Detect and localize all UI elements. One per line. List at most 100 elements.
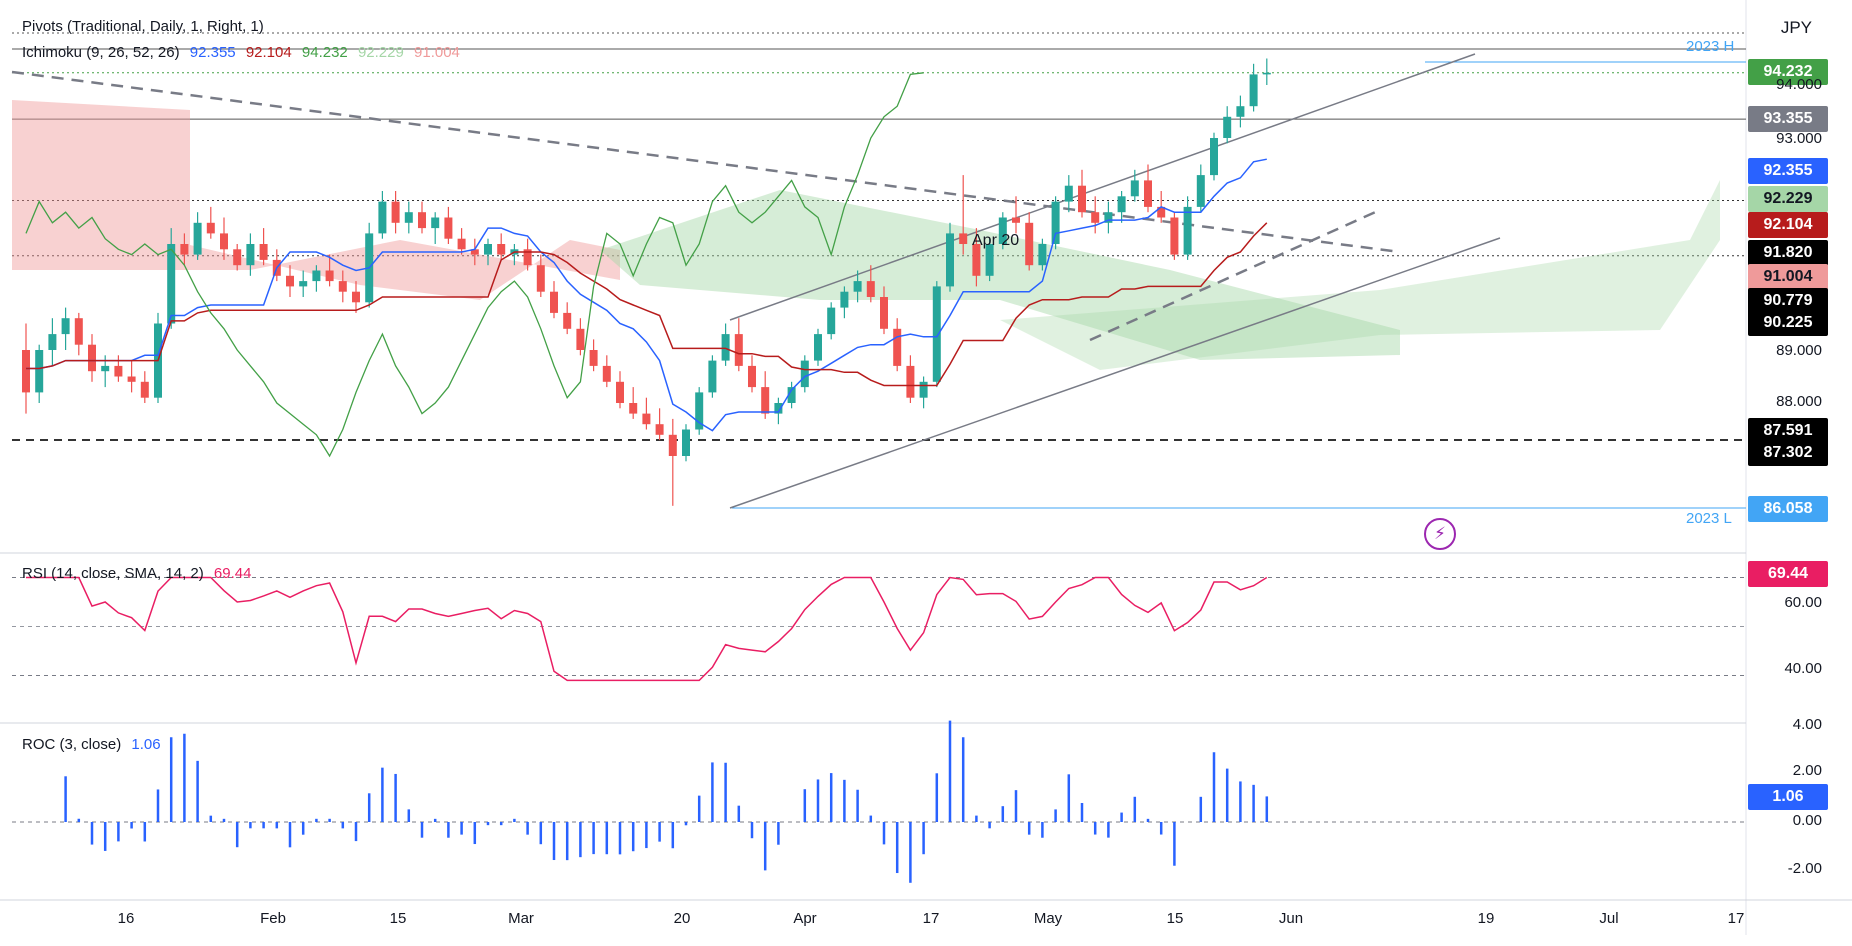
candle-body (352, 291, 360, 303)
rsi-line (26, 576, 1268, 682)
price-tag: 86.058 (1748, 496, 1828, 522)
candle-body (563, 312, 572, 329)
rsi-tick-label: 40.00 (1784, 660, 1822, 677)
candle-body (88, 344, 96, 372)
candle-body (985, 244, 994, 276)
rsi-legend-value: 69.44 (213, 565, 252, 582)
candle-body (391, 201, 400, 223)
candle-body (642, 413, 651, 425)
candle-body (167, 244, 176, 324)
pivots-legend: Pivots (Traditional, Daily, 1, Right, 1) (22, 18, 270, 35)
candle-body (893, 328, 902, 366)
candle-body (1078, 185, 1086, 213)
ichimoku-tenkan-value: 92.355 (189, 44, 236, 61)
candle-body (787, 387, 796, 403)
candle-body (774, 403, 783, 414)
candle-body (497, 244, 506, 255)
candle-body (682, 429, 690, 456)
price-tick-label: 94.000 (1776, 76, 1822, 93)
candle-body (1104, 212, 1113, 223)
candle-body (1170, 217, 1179, 255)
candle-body (932, 286, 941, 382)
x-tick-label: 16 (117, 910, 135, 927)
candle-body (589, 350, 598, 366)
x-tick-label: 19 (1477, 910, 1495, 927)
candle-body (127, 376, 136, 382)
candle-body (101, 365, 110, 372)
ascending-trendline (1089, 208, 1381, 342)
roc-legend: ROC (3, close) 1.06 (22, 736, 167, 753)
ichimoku-legend: Ichimoku (9, 26, 52, 26) 92.355 92.104 9… (22, 44, 466, 61)
candle-body (880, 297, 888, 329)
candle-body (721, 334, 730, 361)
candle-body (1117, 196, 1126, 213)
candle-body (418, 212, 426, 229)
x-tick-label: 20 (673, 910, 691, 927)
price-tag: 91.004 (1748, 264, 1828, 290)
candle-body (1025, 222, 1034, 266)
candle-body (906, 365, 915, 398)
x-tick-label: Feb (260, 910, 286, 927)
candle-body (536, 265, 545, 292)
ichimoku-chikou-value: 94.232 (301, 44, 348, 61)
year-high-label: 2023 H (1686, 38, 1735, 55)
chikou-line (25, 72, 924, 458)
candle-body (1051, 201, 1060, 244)
candle-body (761, 387, 770, 414)
candle-body (74, 318, 83, 345)
candle-body (431, 217, 440, 229)
apr20-annotation: Apr 20 (972, 232, 1020, 249)
candle-body (800, 360, 809, 388)
x-tick-label: 17 (922, 910, 940, 927)
candle-body (470, 249, 479, 255)
candle-body (1157, 206, 1166, 218)
price-tick-label: 93.000 (1776, 130, 1822, 147)
candle-body (1196, 175, 1205, 207)
candle-body (1038, 244, 1047, 266)
candle-body (114, 365, 123, 377)
year-low-label: 2023 L (1686, 510, 1732, 527)
candle-body (523, 249, 532, 266)
roc-tag: 1.06 (1748, 784, 1828, 810)
descending-trendline (11, 70, 1401, 254)
rsi-legend-name: RSI (14, close, SMA, 14, 2) (22, 565, 204, 582)
candle-body (1091, 212, 1100, 223)
ichimoku-kijun-value: 92.104 (245, 44, 292, 61)
candle-body (1262, 72, 1271, 75)
candle-body (1223, 116, 1232, 138)
candle-body (286, 275, 294, 287)
x-tick-label: Apr (793, 910, 817, 927)
price-tag: 92.104 (1748, 212, 1828, 238)
candle-body (972, 244, 981, 276)
candle-body (206, 222, 215, 234)
x-tick-label: 15 (1166, 910, 1184, 927)
candle-body (61, 318, 70, 335)
x-tick-label: Jul (1599, 910, 1619, 927)
candle-body (734, 334, 743, 366)
candle-body (629, 403, 638, 414)
lightning-icon[interactable]: ⚡︎ (1424, 518, 1456, 550)
candle-body (1236, 106, 1245, 117)
x-tick-label: 17 (1727, 910, 1745, 927)
price-tag: 91.820 (1748, 240, 1828, 266)
candle-body (668, 434, 677, 456)
kijun-line (26, 222, 1268, 387)
ichimoku-senkou-b-value: 91.004 (414, 44, 460, 61)
roc-tick-label: 2.00 (1792, 762, 1822, 779)
candle-body (140, 381, 149, 398)
ichimoku-cloud-green-future (1000, 180, 1720, 370)
candle-body (946, 233, 954, 287)
candle-body (1210, 138, 1218, 176)
candle-body (48, 334, 57, 350)
candle-body (180, 244, 189, 255)
candle-body (338, 281, 347, 292)
candle-body (246, 244, 255, 266)
rsi-legend: RSI (14, close, SMA, 14, 2) 69.44 (22, 565, 257, 582)
price-tag: 90.225 (1748, 310, 1828, 336)
candle-body (576, 328, 585, 350)
candle-body (378, 201, 387, 234)
x-tick-label: 15 (389, 910, 407, 927)
rsi-tag: 69.44 (1748, 561, 1828, 587)
